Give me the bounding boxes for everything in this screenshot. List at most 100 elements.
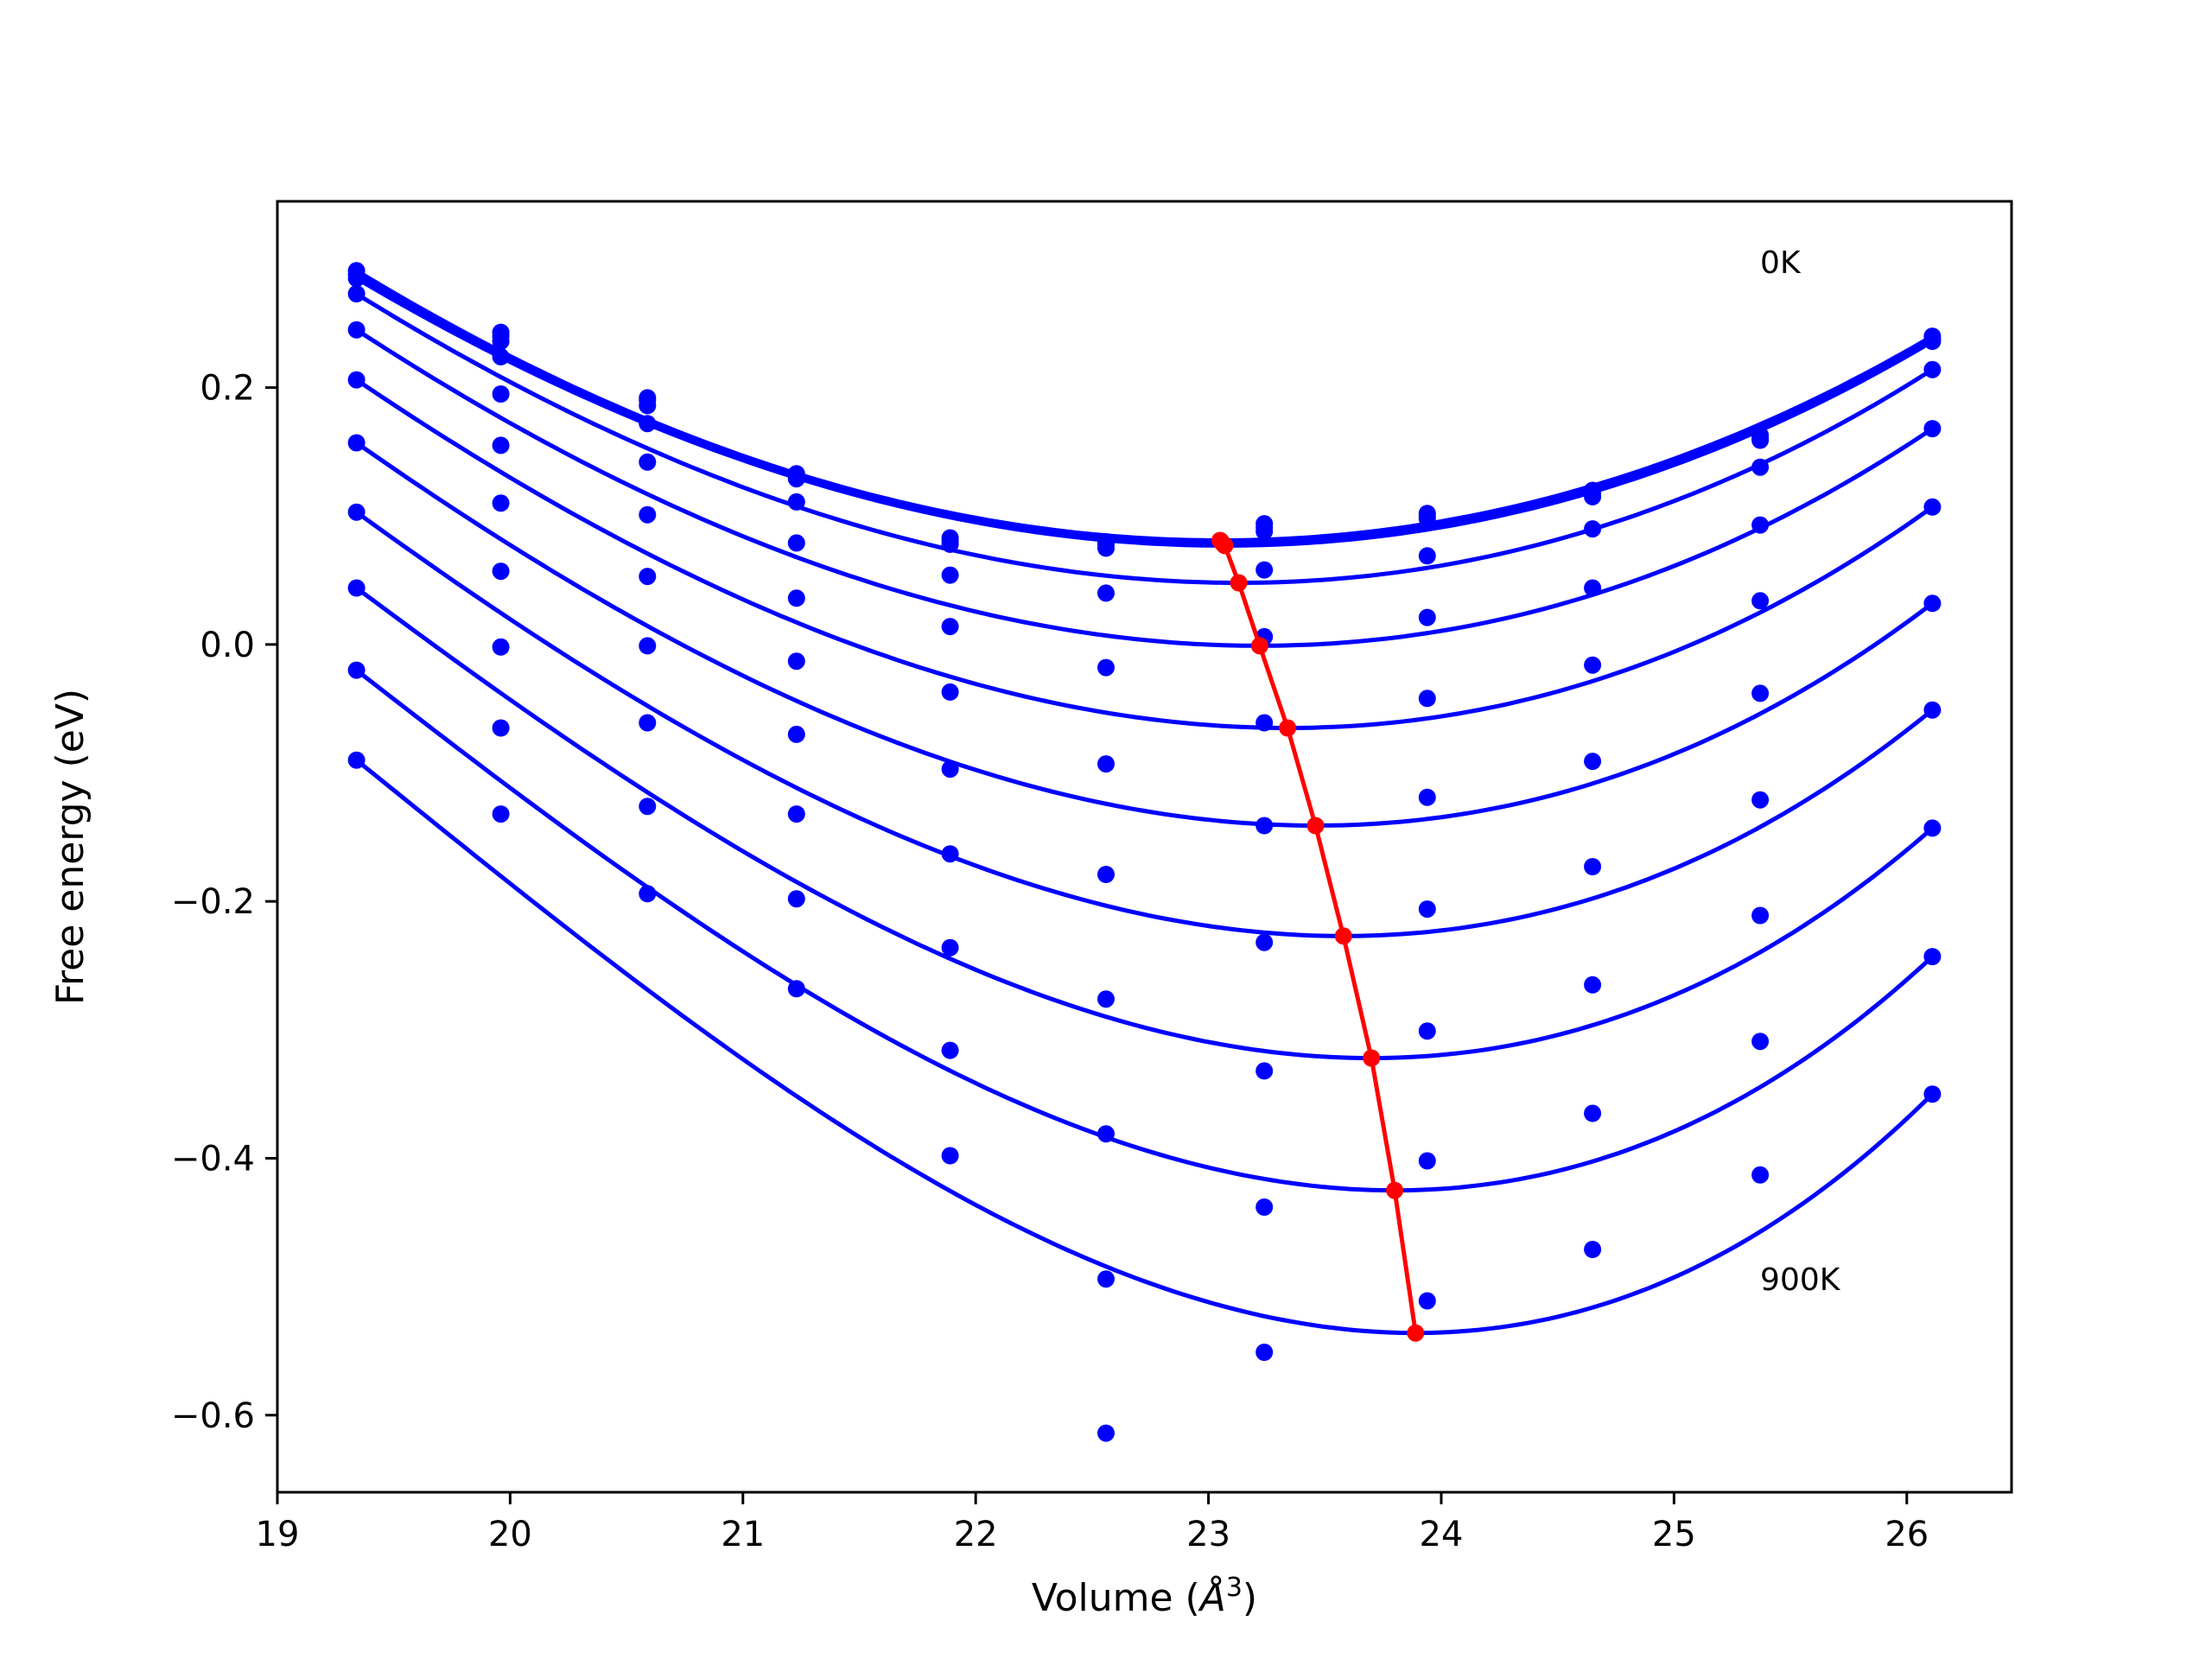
data-point bbox=[1255, 714, 1274, 732]
data-point bbox=[787, 890, 805, 908]
y-tick-label: 0.0 bbox=[200, 626, 255, 665]
data-point bbox=[1255, 1062, 1274, 1080]
data-point bbox=[1255, 933, 1274, 951]
data-point bbox=[1923, 360, 1942, 378]
data-point bbox=[941, 618, 959, 636]
x-tick-label: 22 bbox=[954, 1515, 998, 1554]
data-point bbox=[639, 505, 657, 524]
data-point bbox=[787, 589, 805, 607]
x-axis-ticks: 19 20 21 22 23 24 25 26 bbox=[256, 1492, 1929, 1554]
data-point bbox=[347, 285, 365, 302]
data-point bbox=[639, 453, 657, 471]
x-tick-label: 24 bbox=[1420, 1515, 1464, 1554]
y-axis-label: Free energy (eV) bbox=[48, 689, 92, 1005]
data-point bbox=[492, 805, 510, 823]
data-point bbox=[639, 568, 657, 586]
data-point bbox=[1418, 788, 1436, 806]
data-point bbox=[1751, 684, 1770, 702]
data-point bbox=[1418, 1152, 1436, 1170]
data-point bbox=[1923, 819, 1942, 837]
data-point bbox=[1255, 1344, 1274, 1361]
data-point bbox=[787, 980, 805, 998]
data-point bbox=[639, 714, 657, 732]
data-point bbox=[941, 1147, 959, 1165]
data-point bbox=[639, 415, 657, 433]
data-point bbox=[492, 333, 510, 350]
y-axis-ticks: 0.2 0.0 −0.2 −0.4 −0.6 bbox=[171, 369, 277, 1436]
data-point bbox=[1418, 547, 1436, 565]
fit-curve-1 bbox=[355, 272, 1934, 545]
x-axis-label-text: Volume ( bbox=[1032, 1576, 1200, 1620]
data-point bbox=[492, 638, 510, 656]
data-point bbox=[1923, 420, 1942, 438]
data-point bbox=[639, 397, 657, 415]
data-point bbox=[1584, 753, 1602, 771]
data-point bbox=[639, 637, 657, 655]
data-point bbox=[492, 436, 510, 454]
fit-curve-7 bbox=[355, 510, 1934, 938]
y-tick-label: −0.6 bbox=[171, 1396, 255, 1436]
data-point bbox=[347, 270, 365, 288]
minimum-point bbox=[1306, 817, 1325, 835]
x-tick-label: 25 bbox=[1652, 1515, 1696, 1554]
data-point bbox=[347, 434, 365, 452]
data-point bbox=[639, 885, 657, 903]
plot-frame bbox=[276, 200, 2013, 1494]
x-tick-label: 21 bbox=[721, 1515, 765, 1554]
x-axis-label: Volume (Å3) bbox=[1032, 1573, 1257, 1621]
data-point bbox=[941, 845, 959, 863]
data-point bbox=[492, 494, 510, 512]
data-point bbox=[347, 503, 365, 521]
data-point bbox=[347, 371, 365, 389]
data-point bbox=[1923, 498, 1942, 516]
data-point bbox=[1751, 1166, 1770, 1184]
data-point bbox=[1584, 976, 1602, 994]
fit-curve-0 bbox=[355, 269, 1934, 543]
data-point bbox=[1751, 1033, 1770, 1051]
data-point bbox=[492, 347, 510, 365]
data-point bbox=[1751, 516, 1770, 534]
minimum-point bbox=[1230, 574, 1248, 592]
data-point bbox=[1923, 948, 1942, 966]
data-point bbox=[1584, 1104, 1602, 1122]
data-point bbox=[492, 563, 510, 581]
data-point bbox=[492, 719, 510, 737]
data-point bbox=[1584, 579, 1602, 597]
data-point bbox=[787, 534, 805, 552]
data-point bbox=[941, 938, 959, 957]
data-point bbox=[1923, 1085, 1942, 1103]
y-tick-label: −0.2 bbox=[171, 882, 255, 922]
data-point bbox=[787, 725, 805, 743]
data-point bbox=[1097, 866, 1115, 883]
data-point bbox=[1584, 1241, 1602, 1258]
fit-curve-6 bbox=[355, 441, 1934, 829]
data-points bbox=[347, 262, 1942, 1442]
data-point bbox=[1418, 608, 1436, 626]
data-point bbox=[1923, 594, 1942, 613]
x-tick-label: 23 bbox=[1186, 1515, 1230, 1554]
fit-curve-2 bbox=[355, 276, 1934, 548]
data-point bbox=[347, 321, 365, 339]
data-point bbox=[639, 798, 657, 816]
minimum-point bbox=[1407, 1324, 1425, 1342]
data-point bbox=[1923, 701, 1942, 719]
minimum-point bbox=[1216, 537, 1234, 555]
data-point bbox=[1097, 1270, 1115, 1288]
fit-curve-4 bbox=[355, 327, 1934, 648]
data-point bbox=[1584, 656, 1602, 674]
x-axis-label-suffix: ) bbox=[1243, 1576, 1257, 1620]
x-axis-unit-exponent: 3 bbox=[1226, 1573, 1243, 1603]
data-point bbox=[1751, 906, 1770, 925]
x-axis-unit-symbol: Å bbox=[1198, 1574, 1226, 1620]
data-point bbox=[1097, 584, 1115, 602]
data-point bbox=[492, 385, 510, 403]
fit-curve-8 bbox=[355, 586, 1935, 1060]
x-tick-label: 19 bbox=[256, 1515, 300, 1554]
data-point bbox=[1097, 1424, 1115, 1442]
y-tick-label: 0.2 bbox=[200, 369, 255, 409]
y-tick-label: −0.4 bbox=[171, 1139, 255, 1179]
data-point bbox=[1097, 755, 1115, 773]
fit-curve-10 bbox=[355, 758, 1935, 1336]
data-point bbox=[347, 751, 365, 769]
